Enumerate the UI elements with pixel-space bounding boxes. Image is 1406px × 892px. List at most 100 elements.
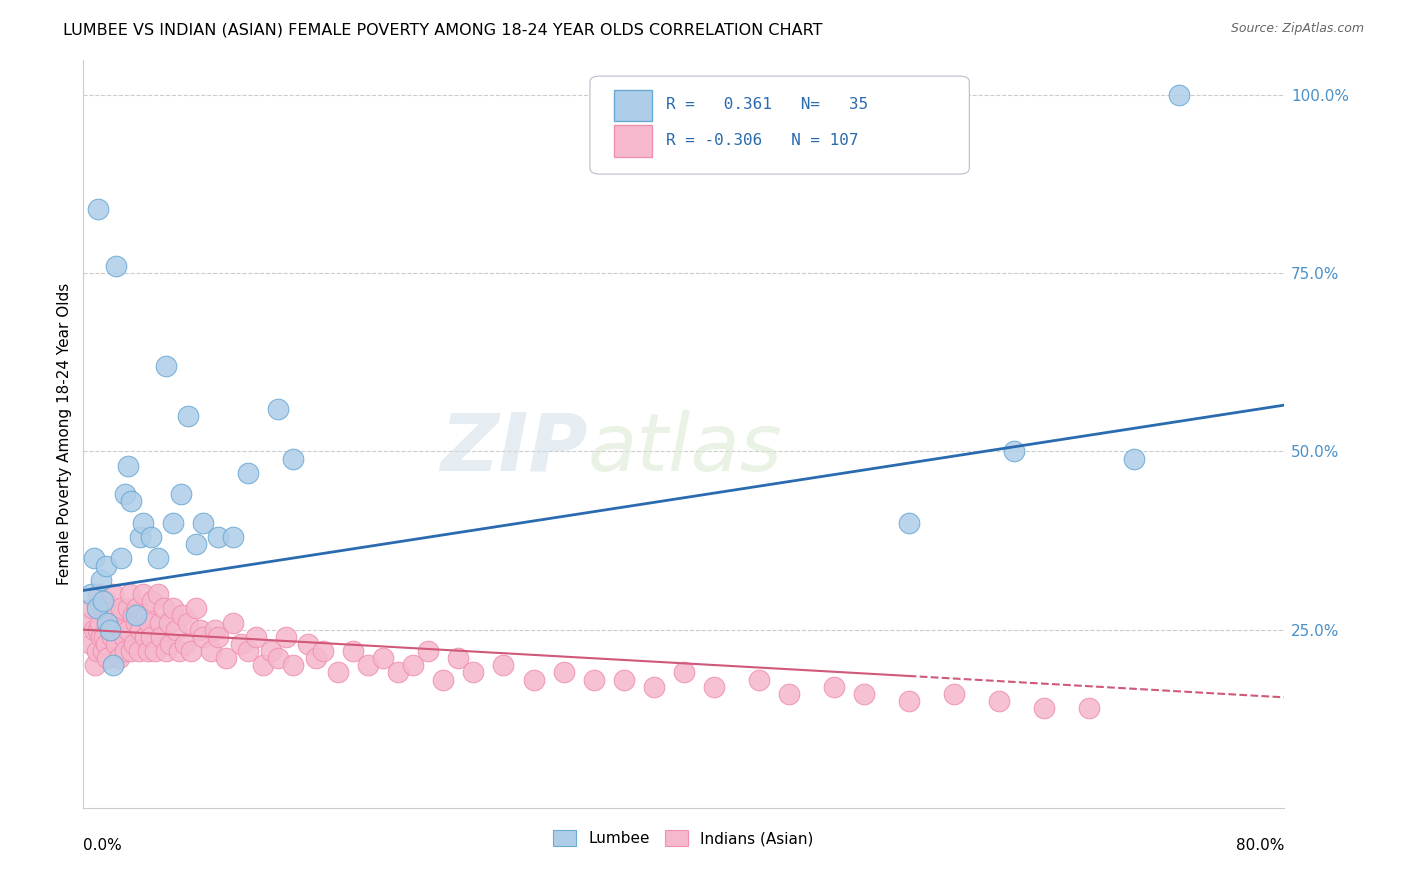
Indians (Asian) (342, 644, 364, 658)
Indians (Asian) (121, 608, 143, 623)
Indians (Asian) (387, 665, 409, 680)
Indians (Asian) (155, 644, 177, 658)
Indians (Asian) (127, 601, 149, 615)
Indians (Asian) (297, 637, 319, 651)
Indians (Asian) (148, 587, 170, 601)
Indians (Asian) (128, 644, 150, 658)
Indians (Asian) (188, 623, 211, 637)
Indians (Asian) (162, 601, 184, 615)
Lumbee (162, 516, 184, 530)
Lumbee (193, 516, 215, 530)
Indians (Asian) (94, 594, 117, 608)
Lumbee (1002, 444, 1025, 458)
Indians (Asian) (101, 630, 124, 644)
Text: R =   0.361   N=   35: R = 0.361 N= 35 (665, 97, 868, 112)
Indians (Asian) (229, 637, 252, 651)
Indians (Asian) (305, 651, 328, 665)
Indians (Asian) (177, 615, 200, 630)
Indians (Asian) (252, 658, 274, 673)
Lumbee (86, 601, 108, 615)
Indians (Asian) (328, 665, 350, 680)
Text: 0.0%: 0.0% (83, 838, 122, 853)
Indians (Asian) (260, 644, 283, 658)
Indians (Asian) (97, 601, 120, 615)
Lumbee (98, 623, 121, 637)
Lumbee (184, 537, 207, 551)
Lumbee (83, 551, 105, 566)
Indians (Asian) (84, 658, 107, 673)
Indians (Asian) (141, 594, 163, 608)
Indians (Asian) (165, 623, 187, 637)
Indians (Asian) (823, 680, 845, 694)
Indians (Asian) (184, 601, 207, 615)
Indians (Asian) (132, 587, 155, 601)
Indians (Asian) (207, 630, 229, 644)
Indians (Asian) (193, 630, 215, 644)
Indians (Asian) (114, 644, 136, 658)
Indians (Asian) (120, 644, 142, 658)
Indians (Asian) (463, 665, 485, 680)
Lumbee (105, 259, 128, 273)
Lumbee (222, 530, 245, 544)
Indians (Asian) (643, 680, 665, 694)
Indians (Asian) (93, 630, 115, 644)
Indians (Asian) (180, 644, 202, 658)
Lumbee (120, 494, 142, 508)
Indians (Asian) (96, 651, 118, 665)
Indians (Asian) (1077, 701, 1099, 715)
Indians (Asian) (98, 615, 121, 630)
Lumbee (129, 530, 152, 544)
Lumbee (139, 530, 162, 544)
Indians (Asian) (112, 630, 135, 644)
Indians (Asian) (111, 623, 134, 637)
Indians (Asian) (91, 644, 114, 658)
Indians (Asian) (778, 687, 800, 701)
Indians (Asian) (129, 623, 152, 637)
Indians (Asian) (215, 651, 238, 665)
Indians (Asian) (76, 615, 98, 630)
Lumbee (103, 658, 125, 673)
Lumbee (132, 516, 155, 530)
Text: Source: ZipAtlas.com: Source: ZipAtlas.com (1230, 22, 1364, 36)
Indians (Asian) (222, 615, 245, 630)
Indians (Asian) (582, 673, 605, 687)
Lumbee (238, 466, 260, 480)
Indians (Asian) (83, 623, 105, 637)
Indians (Asian) (373, 651, 395, 665)
Indians (Asian) (897, 694, 920, 708)
Lumbee (177, 409, 200, 423)
Y-axis label: Female Poverty Among 18-24 Year Olds: Female Poverty Among 18-24 Year Olds (58, 283, 72, 585)
Lumbee (170, 487, 193, 501)
Lumbee (897, 516, 920, 530)
Lumbee (1167, 88, 1189, 103)
Indians (Asian) (274, 630, 297, 644)
Indians (Asian) (94, 637, 117, 651)
Lumbee (207, 530, 229, 544)
Indians (Asian) (432, 673, 454, 687)
Indians (Asian) (169, 644, 191, 658)
Indians (Asian) (139, 630, 162, 644)
Indians (Asian) (124, 637, 146, 651)
Text: R = -0.306   N = 107: R = -0.306 N = 107 (665, 133, 858, 148)
Indians (Asian) (402, 658, 425, 673)
Indians (Asian) (104, 608, 127, 623)
Indians (Asian) (159, 637, 181, 651)
Indians (Asian) (357, 658, 380, 673)
Indians (Asian) (553, 665, 575, 680)
Indians (Asian) (283, 658, 305, 673)
Indians (Asian) (89, 615, 111, 630)
Indians (Asian) (245, 630, 267, 644)
Indians (Asian) (267, 651, 290, 665)
Lumbee (117, 458, 139, 473)
Indians (Asian) (143, 644, 166, 658)
Lumbee (94, 558, 117, 573)
Indians (Asian) (135, 608, 157, 623)
Indians (Asian) (1032, 701, 1054, 715)
Lumbee (96, 615, 118, 630)
Legend: Lumbee, Indians (Asian): Lumbee, Indians (Asian) (547, 824, 820, 853)
Text: ZIP: ZIP (440, 409, 588, 488)
Text: LUMBEE VS INDIAN (ASIAN) FEMALE POVERTY AMONG 18-24 YEAR OLDS CORRELATION CHART: LUMBEE VS INDIAN (ASIAN) FEMALE POVERTY … (63, 22, 823, 37)
Indians (Asian) (103, 623, 125, 637)
Indians (Asian) (672, 665, 695, 680)
Indians (Asian) (87, 623, 110, 637)
